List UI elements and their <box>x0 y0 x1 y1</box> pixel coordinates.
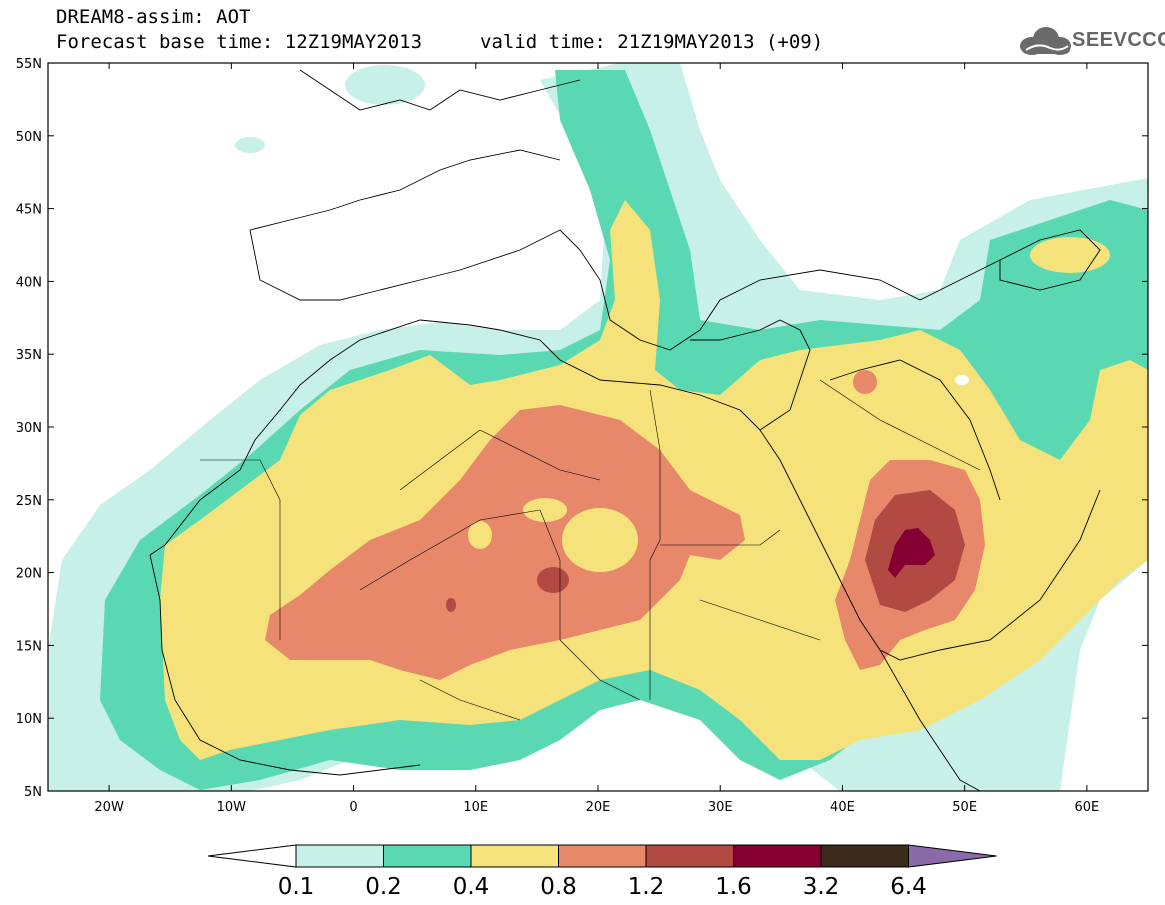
forecast-base-time: Forecast base time: 12Z19MAY2013 <box>56 31 423 53</box>
lat-label: 45N <box>16 203 42 218</box>
country-borders <box>200 379 981 721</box>
aot-patch-caspian <box>1030 237 1110 273</box>
colorbar-label: 0.4 <box>453 874 490 900</box>
lon-label: 30E <box>708 800 733 815</box>
lat-label: 50N <box>16 130 42 145</box>
valid-time: valid time: 21Z19MAY2013 (+09) <box>480 31 824 53</box>
lat-label: 40N <box>16 275 42 290</box>
lon-label: 20E <box>586 800 611 815</box>
lat-label: 25N <box>16 494 42 509</box>
colorbar-label: 1.6 <box>715 874 752 900</box>
lat-label: 15N <box>16 639 42 654</box>
colorbar-label: 1.2 <box>628 874 665 900</box>
lat-label: 30N <box>16 421 42 436</box>
colorbar-label: 6.4 <box>890 874 927 900</box>
aot-hole-chad <box>562 508 638 572</box>
cloud-icon <box>1020 27 1071 55</box>
aot-hole-air <box>468 521 492 549</box>
colorbar-box <box>470 844 559 868</box>
lat-label: 20N <box>16 567 42 582</box>
lat-label: 5N <box>24 785 42 800</box>
lat-axis-labels: 55N 50N 45N 40N 35N 30N 25N 20N 15N 10N 5N <box>16 57 42 800</box>
aot-contours <box>48 63 1148 791</box>
lat-label: 35N <box>16 348 42 363</box>
colorbar-box <box>558 844 647 868</box>
lon-label: 10W <box>217 800 247 815</box>
aot-hole-tibesti <box>523 498 567 522</box>
aot-patch-north-sea <box>345 65 425 105</box>
aot-patch-sahara-small <box>446 598 456 612</box>
colorbar-label: 3.2 <box>803 874 840 900</box>
axis-ticks <box>48 62 1148 792</box>
aot-band-0.8-sahara <box>265 405 745 680</box>
lon-axis-labels: 20W 10W 0 10E 20E 30E 40E 50E 60E <box>94 800 1099 815</box>
colorbar-high-arrow <box>908 844 997 868</box>
colorbar-box <box>645 844 734 868</box>
lon-label: 0 <box>349 800 357 815</box>
colorbar-label: 0.1 <box>278 874 315 900</box>
colorbar <box>207 844 997 868</box>
lon-label: 20W <box>94 800 124 815</box>
colorbar-box <box>733 844 822 868</box>
colorbar-box <box>295 844 384 868</box>
map-title: DREAM8-assim: AOT <box>56 6 251 28</box>
colorbar-label: 0.2 <box>365 874 402 900</box>
lat-label: 55N <box>16 57 42 72</box>
coastlines <box>149 69 1101 791</box>
lon-label: 50E <box>952 800 977 815</box>
lon-label: 10E <box>463 800 488 815</box>
aot-band-1.6 <box>888 528 935 578</box>
aot-patch-sahara-max <box>537 567 569 593</box>
colorbar-label: 0.8 <box>540 874 577 900</box>
lon-label: 40E <box>830 800 855 815</box>
logo-text: SEEVCCC <box>1072 29 1165 51</box>
aot-patch-iraq <box>853 370 877 394</box>
colorbar-low-arrow <box>207 844 297 868</box>
aot-patch-atlantic <box>235 137 265 153</box>
colorbar-box <box>383 844 472 868</box>
colorbar-labels: 0.1 0.2 0.4 0.8 1.2 1.6 3.2 6.4 <box>278 874 927 900</box>
colorbar-box <box>820 844 909 868</box>
lat-label: 10N <box>16 712 42 727</box>
lon-label: 60E <box>1075 800 1100 815</box>
